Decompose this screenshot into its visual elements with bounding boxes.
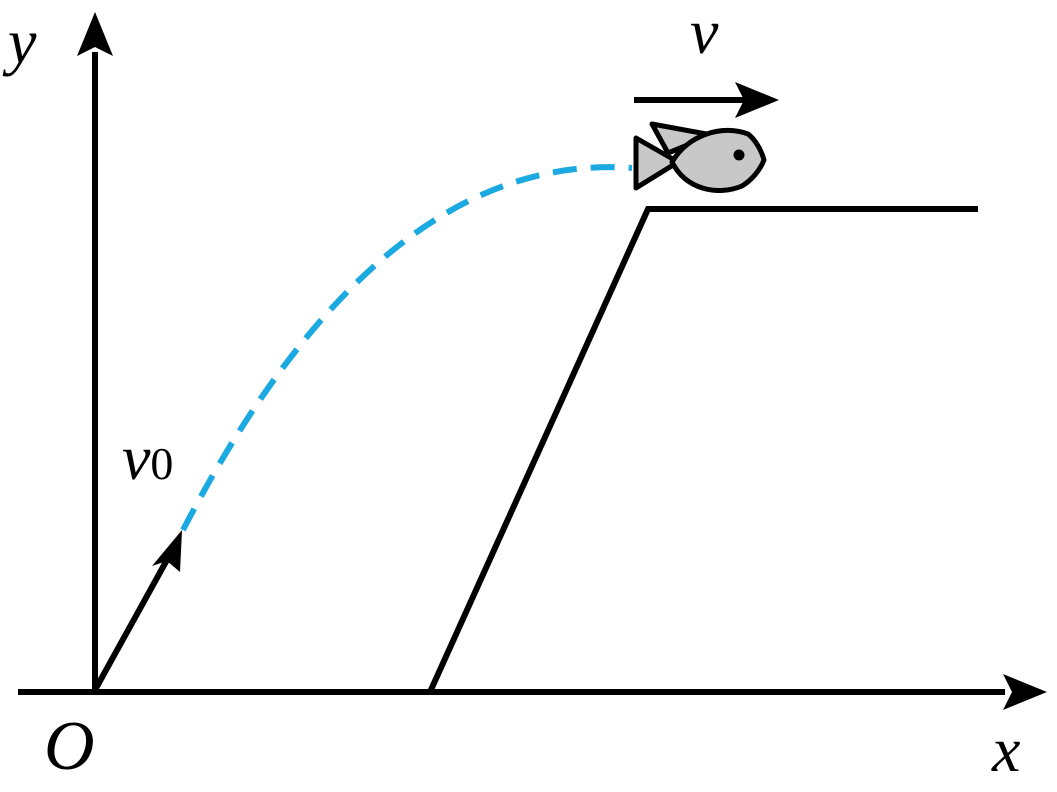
y-axis-label: y [8,6,37,77]
v0-subscript: 0 [150,438,174,489]
x-axis-label: x [992,714,1021,785]
v0-label: v0 [122,426,173,490]
v0-arrowhead [152,530,182,572]
fish-icon [633,121,767,194]
fish-eye [733,149,745,161]
v-arrowhead [735,82,779,118]
y-axis-arrowhead [77,12,113,56]
x-axis [18,674,1047,710]
trajectory-path [180,164,633,532]
origin-label: O [44,708,95,785]
v-vector [634,82,779,118]
y-axis [77,12,113,692]
v0-vector [92,530,182,692]
slope-and-plateau [427,206,978,694]
v0-symbol: v [122,422,151,493]
v-label: v [690,0,719,67]
x-axis-arrowhead [1003,674,1047,710]
